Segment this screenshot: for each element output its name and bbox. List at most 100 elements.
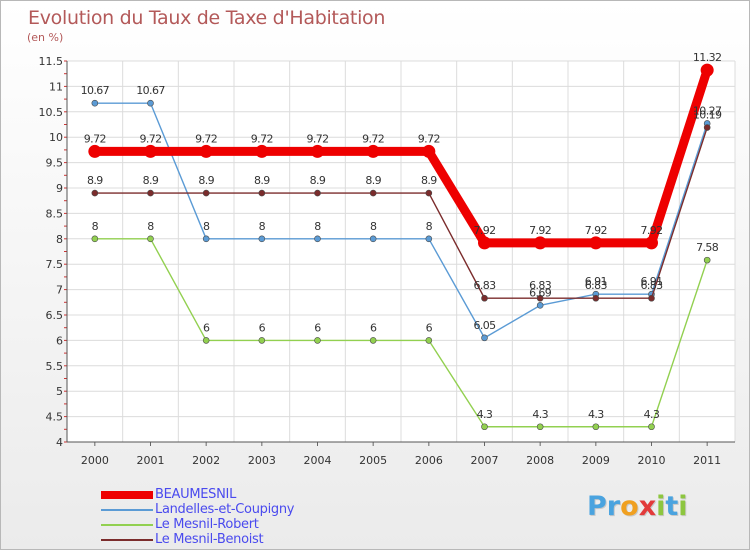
data-label: 8 <box>370 220 377 233</box>
data-label: 8 <box>203 220 210 233</box>
data-point <box>91 235 99 243</box>
data-point <box>311 144 324 158</box>
x-tick-label: 2009 <box>582 454 610 467</box>
legend-swatch <box>101 491 153 499</box>
data-label: 8.9 <box>310 174 326 187</box>
data-label: 9.72 <box>306 132 328 145</box>
logo-letter: o <box>620 491 639 522</box>
data-label: 8.9 <box>87 174 103 187</box>
data-label: 6.83 <box>585 279 608 292</box>
y-tick-label: 8.5 <box>46 207 64 220</box>
x-tick-label: 2011 <box>693 454 721 467</box>
x-tick-label: 2010 <box>638 454 666 467</box>
y-tick-label: 6.5 <box>46 309 64 322</box>
y-tick-label: 9.5 <box>46 157 64 170</box>
legend-item: Landelles-et-Coupigny <box>101 502 361 517</box>
data-label: 6 <box>426 321 433 334</box>
data-label: 6.91 <box>640 275 662 288</box>
data-label: 10.19 <box>693 109 722 122</box>
data-point <box>202 235 210 243</box>
data-label: 7.58 <box>696 241 719 254</box>
data-point <box>314 337 321 344</box>
data-label: 10.67 <box>81 84 110 97</box>
logo-letter: i <box>656 491 666 522</box>
y-tick-label: 11 <box>49 80 63 93</box>
data-point <box>592 294 600 302</box>
data-point <box>369 189 377 197</box>
y-tick-label: 5 <box>56 385 63 398</box>
data-label: 4.3 <box>644 408 660 421</box>
data-point <box>533 236 547 250</box>
x-tick-label: 2008 <box>526 454 554 467</box>
legend-label: Le Mesnil-Robert <box>155 517 259 532</box>
data-label: 8.9 <box>254 174 270 187</box>
legend-label: Le Mesnil-Benoist <box>155 532 264 547</box>
data-label: 8.9 <box>198 174 214 187</box>
data-point <box>481 423 488 431</box>
logo-letter: t <box>665 491 679 522</box>
data-point <box>648 423 655 431</box>
data-label: 11.32 <box>693 51 722 64</box>
data-point <box>91 189 99 197</box>
legend-swatch <box>101 509 153 511</box>
data-point <box>258 189 266 197</box>
data-label: 6.05 <box>473 319 496 332</box>
data-point <box>536 302 544 309</box>
x-tick-label: 2005 <box>359 454 387 467</box>
data-label: 9.72 <box>139 132 161 145</box>
data-label: 7.92 <box>529 224 551 237</box>
data-point <box>703 256 711 264</box>
data-label: 6 <box>259 321 266 334</box>
chart-legend: BEAUMESNIL Landelles-et-Coupigny Le Mesnil… <box>101 487 361 547</box>
legend-swatch <box>101 539 153 541</box>
data-label: 6.69 <box>529 286 552 299</box>
data-point <box>425 337 433 344</box>
data-label: 4.3 <box>588 408 604 421</box>
x-tick-label: 2006 <box>415 454 443 467</box>
data-point <box>703 124 711 131</box>
data-point <box>481 294 488 302</box>
data-label: 7.92 <box>585 224 607 237</box>
data-label: 8 <box>147 220 154 233</box>
y-tick-label: 5.5 <box>46 360 64 373</box>
data-point <box>88 144 102 158</box>
data-point <box>258 235 266 243</box>
data-point <box>700 63 714 77</box>
data-point <box>425 235 433 243</box>
y-tick-label: 9 <box>56 182 63 195</box>
data-label: 9.72 <box>84 132 106 145</box>
data-label: 6 <box>203 321 210 334</box>
data-point <box>592 423 600 431</box>
data-point <box>425 189 433 197</box>
data-label: 8 <box>426 220 433 233</box>
x-tick-label: 2007 <box>471 454 499 467</box>
data-point <box>589 236 603 250</box>
y-tick-label: 4 <box>56 436 63 449</box>
legend-label: BEAUMESNIL <box>155 487 237 502</box>
chart-unit-label: (en %) <box>27 31 64 44</box>
data-point <box>144 144 157 158</box>
legend-item: Le Mesnil-Benoist <box>101 532 361 547</box>
logo-letter: P <box>587 491 607 522</box>
data-point <box>147 235 154 243</box>
proxiti-logo: Proxiti <box>587 491 688 522</box>
data-point <box>314 189 321 197</box>
data-label: 10.67 <box>136 84 165 97</box>
legend-item: Le Mesnil-Robert <box>101 517 361 532</box>
data-label: 9.72 <box>362 132 384 145</box>
legend-label: Landelles-et-Coupigny <box>155 502 295 517</box>
series-line-2 <box>94 238 708 428</box>
data-point <box>255 144 269 158</box>
x-tick-label: 2002 <box>192 454 220 467</box>
series-line-1 <box>94 102 708 339</box>
data-label: 9.72 <box>251 132 273 145</box>
y-tick-label: 10 <box>49 131 63 144</box>
data-label: 6.83 <box>529 279 552 292</box>
data-point <box>202 189 210 197</box>
data-label: 8.9 <box>365 174 381 187</box>
y-tick-label: 6 <box>56 334 63 347</box>
data-label: 4.3 <box>477 408 493 421</box>
data-label: 6 <box>314 321 321 334</box>
